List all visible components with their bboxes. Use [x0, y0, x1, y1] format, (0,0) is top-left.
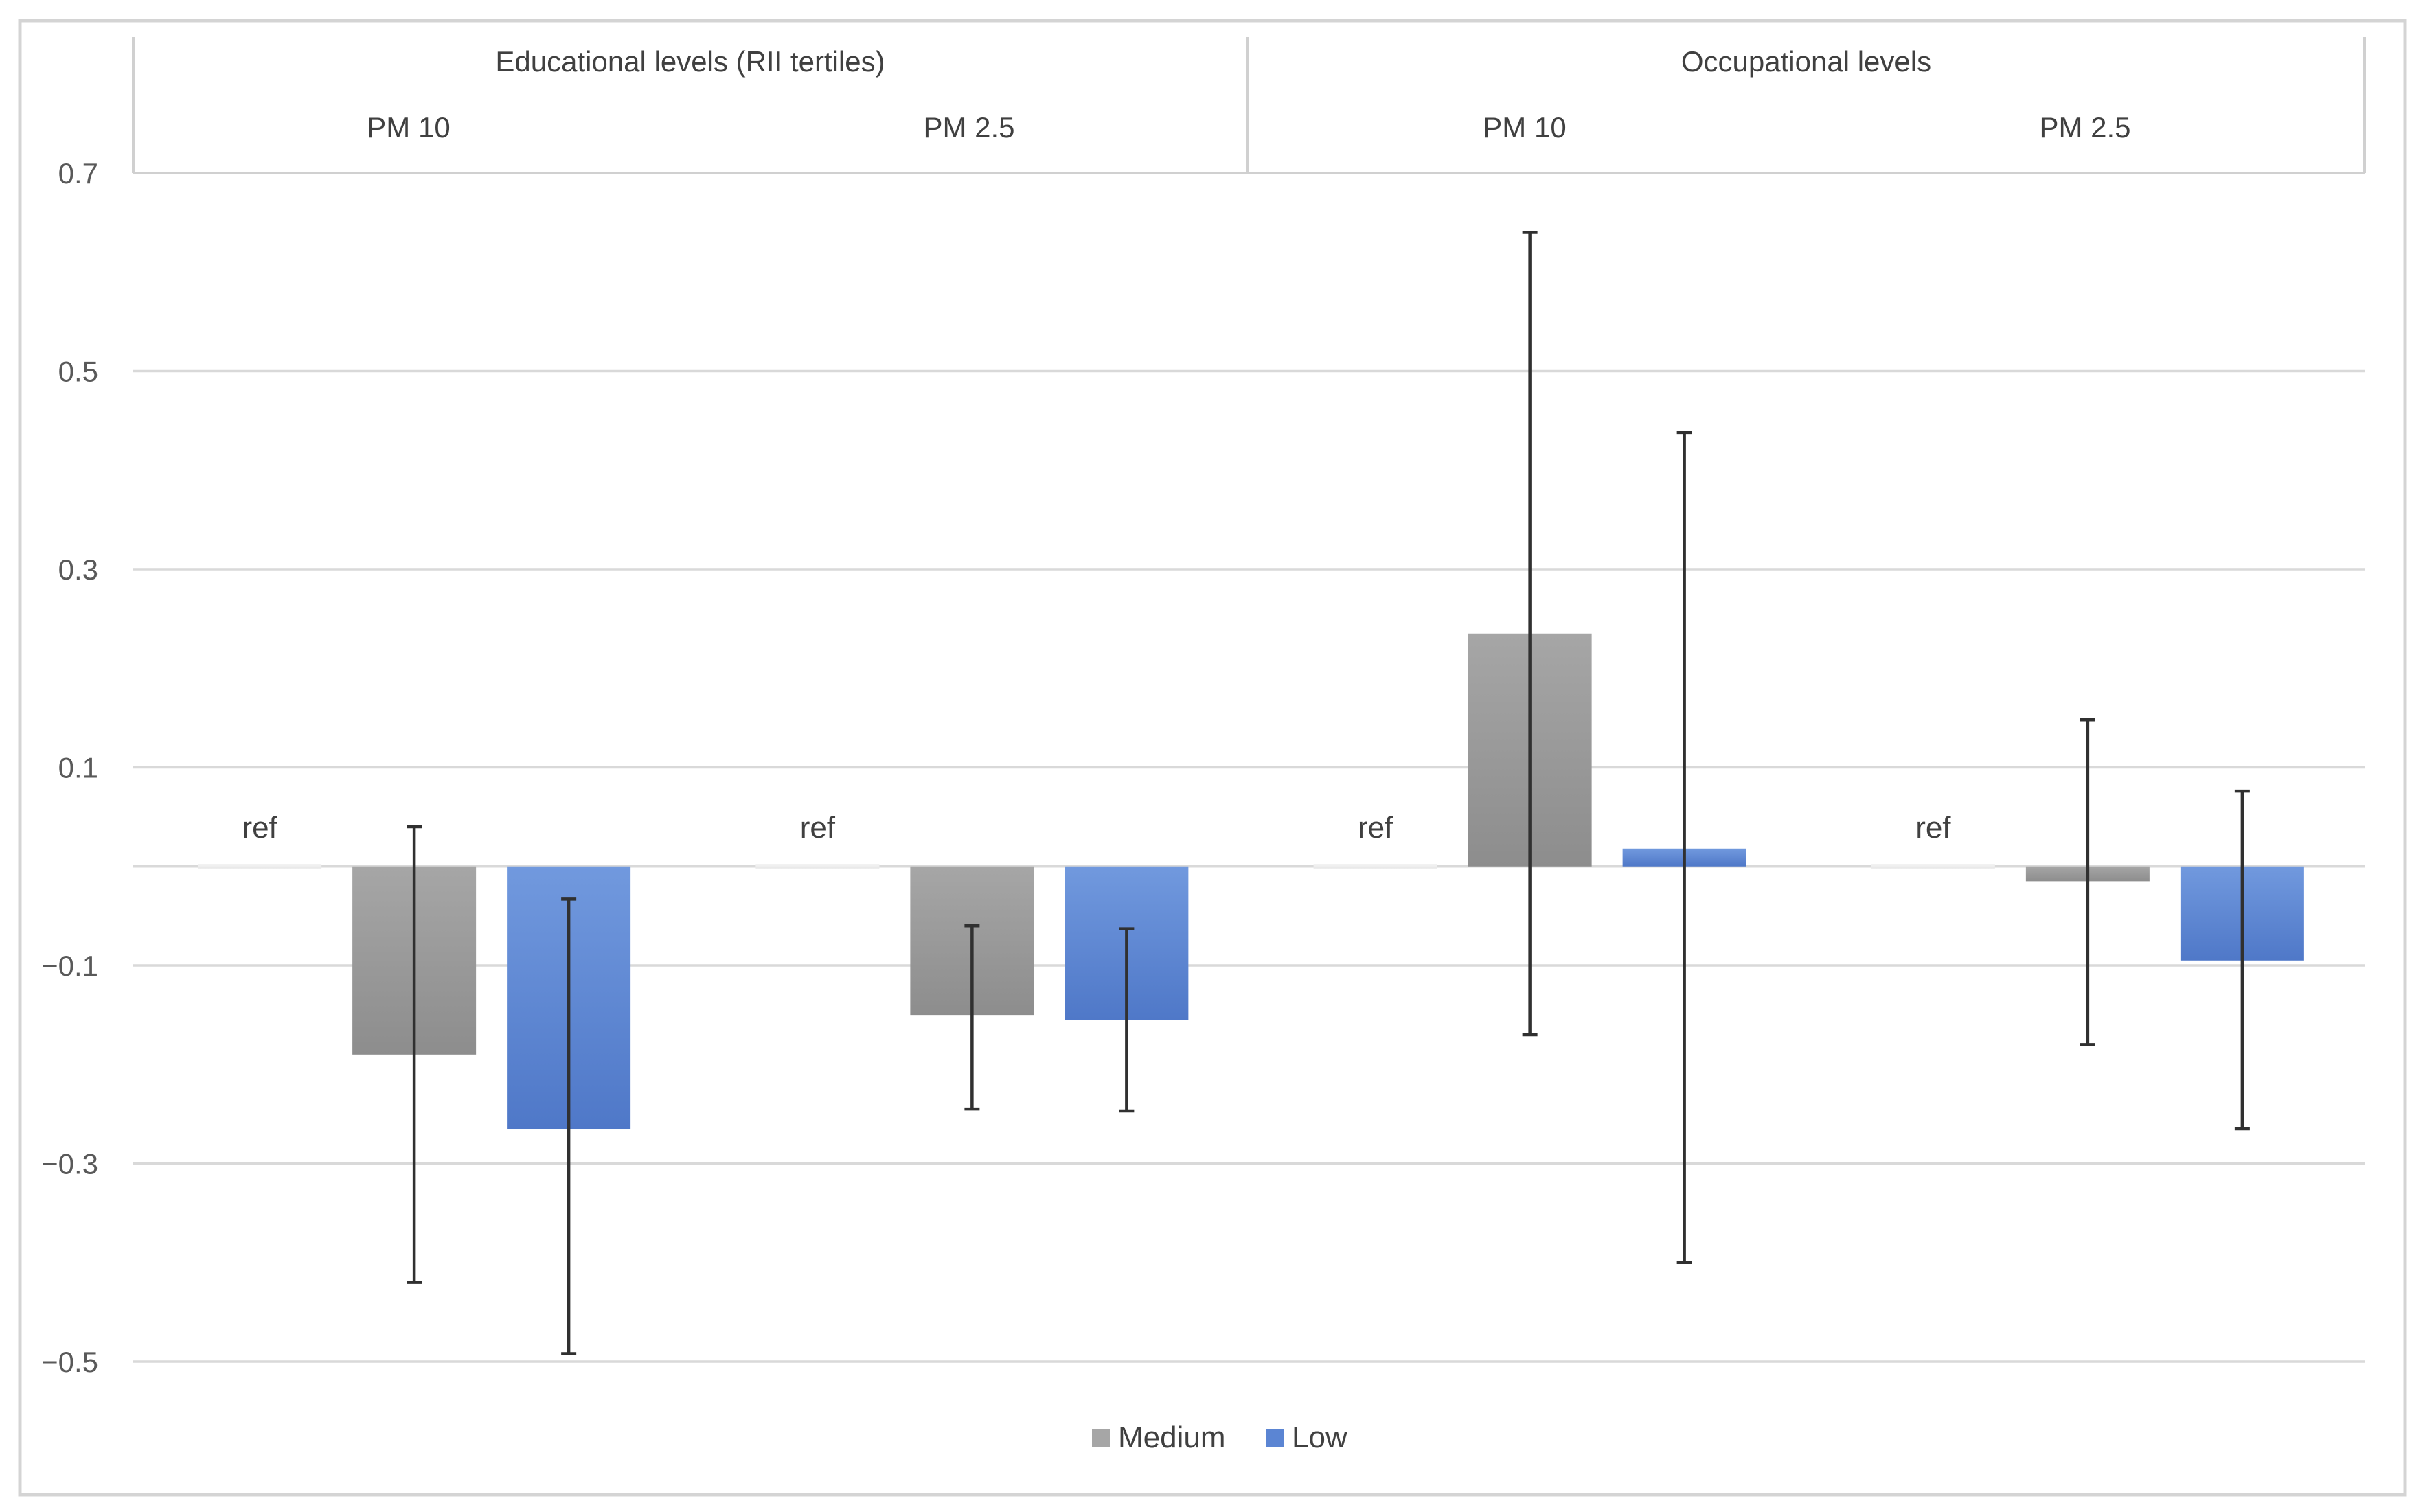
y-tick-label: 0.5	[58, 356, 98, 388]
category-label-edu-pm25: PM 2.5	[923, 111, 1014, 144]
y-tick-label: 0.1	[58, 752, 98, 784]
legend-label-medium: Medium	[1118, 1421, 1226, 1454]
ref-label: ref	[242, 811, 277, 845]
header-group-occupational: Occupational levels	[1681, 45, 1931, 78]
error-bars	[407, 231, 2250, 1355]
category-header: Educational levels (RII tertiles) Occupa…	[132, 37, 2366, 174]
y-tick-label: −0.3	[41, 1148, 98, 1180]
header-group-educational: Educational levels (RII tertiles)	[495, 45, 885, 78]
ref-label: ref	[1358, 811, 1393, 845]
chart-frame	[18, 19, 2407, 1497]
ref-label: ref	[800, 811, 836, 845]
reference-labels: ref ref ref ref	[242, 811, 1951, 845]
category-label-occ-pm25: PM 2.5	[2039, 111, 2130, 144]
ref-bar	[755, 864, 880, 869]
ref-bar	[1871, 864, 1995, 869]
ref-bar	[1313, 864, 1437, 869]
y-axis: 0.7 0.5 0.3 0.1 −0.1 −0.3 −0.5	[41, 157, 98, 1378]
legend-label-low: Low	[1292, 1421, 1347, 1454]
y-tick-label: 0.7	[58, 157, 98, 190]
y-tick-label: −0.1	[41, 950, 98, 982]
y-tick-label: −0.5	[41, 1346, 98, 1378]
category-label-occ-pm10: PM 10	[1483, 111, 1566, 144]
legend-swatch-low	[1266, 1429, 1284, 1447]
ref-bar	[198, 864, 322, 869]
ref-label: ref	[1915, 811, 1951, 845]
legend-swatch-medium	[1092, 1429, 1110, 1447]
category-label-edu-pm10: PM 10	[367, 111, 450, 144]
y-tick-label: 0.3	[58, 553, 98, 586]
legend: Medium Low	[1092, 1421, 1347, 1454]
